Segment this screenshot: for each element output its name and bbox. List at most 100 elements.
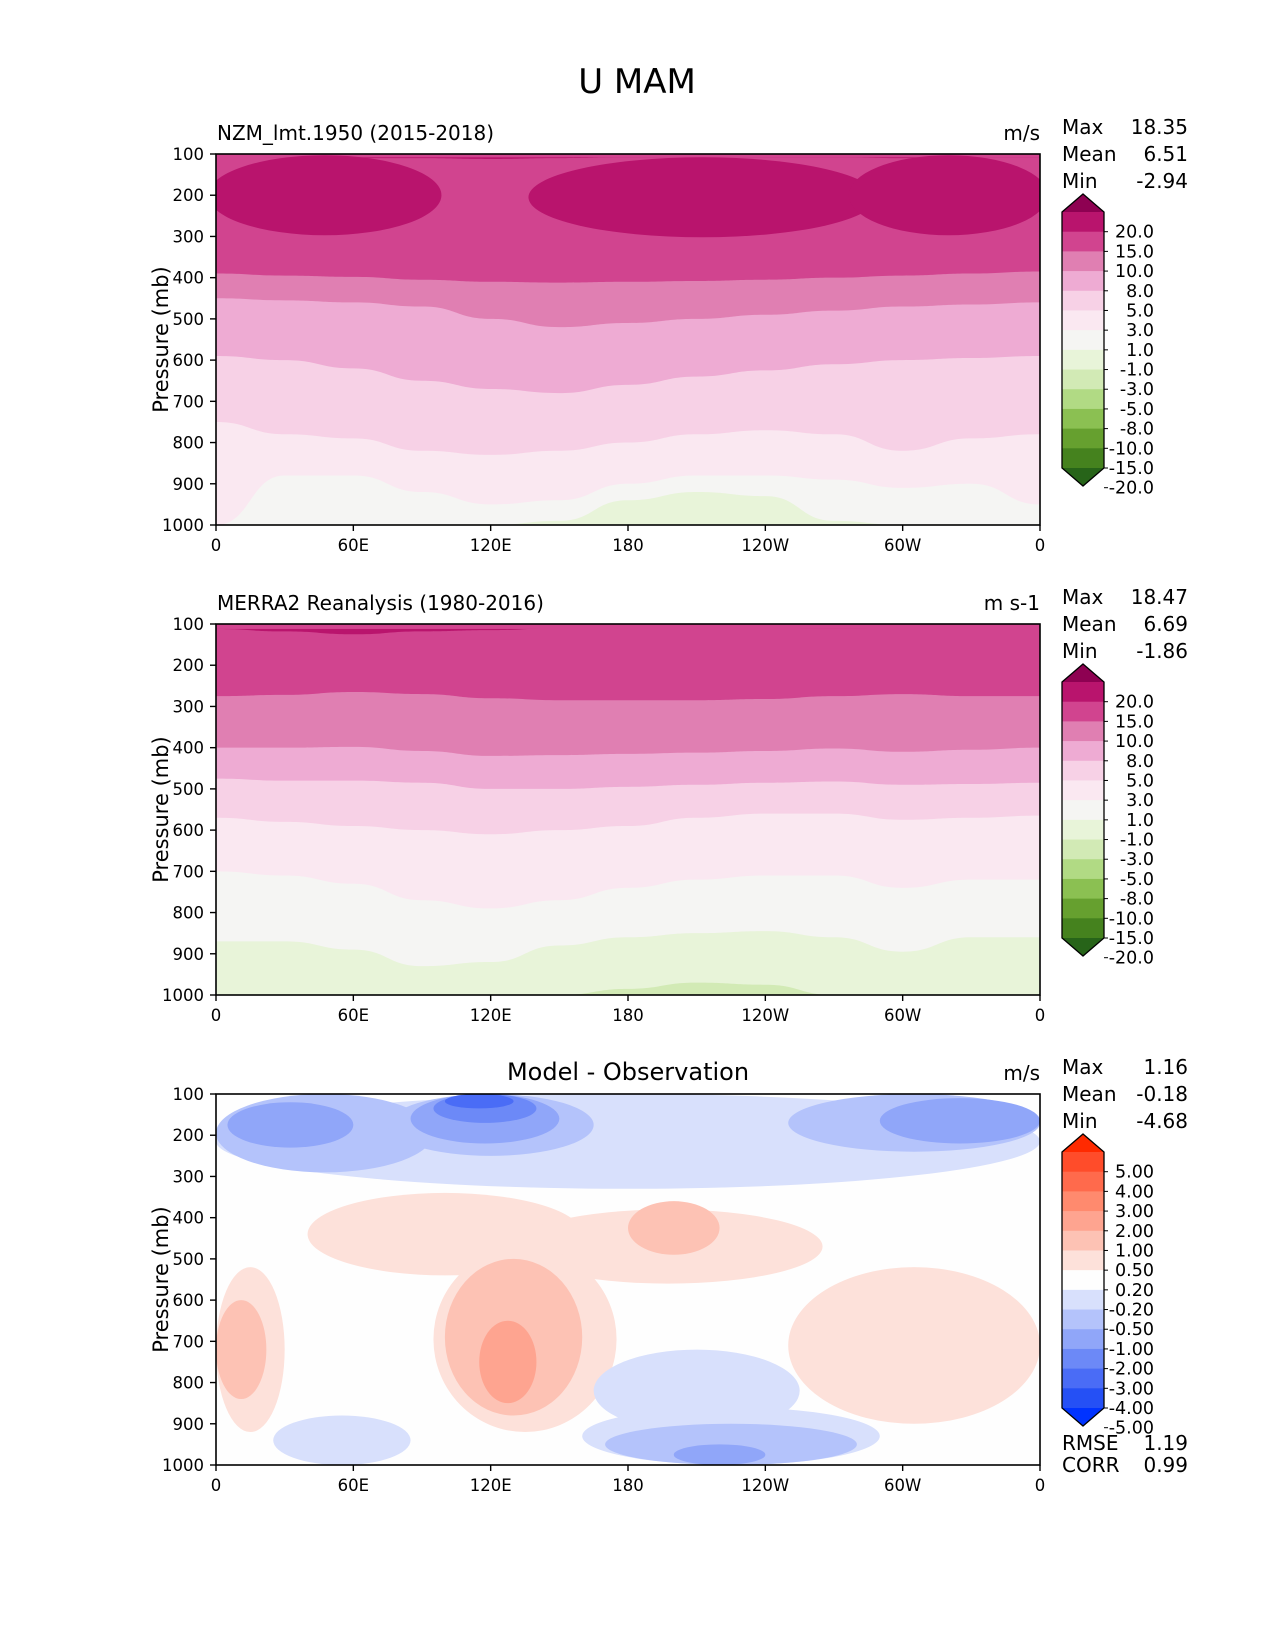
colorbar-tick-label: -4.00 xyxy=(1109,1399,1154,1419)
colorbar-extend-bottom xyxy=(1062,938,1104,956)
y-axis-label: Pressure (mb) xyxy=(149,266,173,413)
contour-band--1 xyxy=(216,931,1040,995)
x-tick-label: 60W xyxy=(884,536,921,555)
colorbar-segment xyxy=(1062,1152,1104,1173)
colorbar-tick-label: -2.00 xyxy=(1109,1360,1154,1380)
y-tick-label: 500 xyxy=(173,310,205,329)
anomaly-contour-7 xyxy=(227,1102,354,1148)
jet-core-1 xyxy=(528,157,877,238)
jet-core-0 xyxy=(216,155,442,236)
colorbar-segment xyxy=(1062,898,1104,919)
colorbar-segment xyxy=(1062,349,1104,371)
colorbar-segment xyxy=(1062,1171,1104,1192)
x-tick-label: 120W xyxy=(741,536,789,555)
anomaly-contour-15 xyxy=(628,1201,720,1255)
colorbar-tick-label: -1.00 xyxy=(1109,1340,1154,1360)
contour-band--3 xyxy=(216,982,1040,995)
units-label: m s-1 xyxy=(984,591,1040,615)
colorbar-tick-label: -1.0 xyxy=(1120,831,1154,851)
x-tick-label: 120E xyxy=(470,1476,512,1495)
y-tick-label: 1000 xyxy=(162,516,204,535)
y-axis-label: Pressure (mb) xyxy=(149,736,173,883)
colorbar-segment xyxy=(1062,310,1104,331)
colorbar-segment xyxy=(1062,1191,1104,1212)
y-tick-label: 700 xyxy=(173,1332,205,1351)
colorbar-segment xyxy=(1062,231,1104,252)
colorbar-segment xyxy=(1062,1289,1104,1311)
y-tick-label: 800 xyxy=(173,904,205,923)
panel-test: 100 200 300 400 500 600 700 800 900 1000 0 60E 120E 1… xyxy=(149,115,1188,555)
x-tick-label: 60W xyxy=(884,1476,921,1495)
colorbar-segment xyxy=(1062,448,1104,469)
stat-value-mean: -0.18 xyxy=(1136,1082,1188,1106)
y-tick-label: 500 xyxy=(173,780,205,799)
anomaly-contour-17 xyxy=(479,1320,537,1404)
stat-value-min: -2.94 xyxy=(1136,169,1188,193)
x-tick-label: 180 xyxy=(612,1476,644,1495)
colorbar-segment xyxy=(1062,741,1104,762)
y-tick-label: 300 xyxy=(173,697,205,716)
colorbar-segment xyxy=(1062,1329,1104,1350)
units-label: m/s xyxy=(1003,1061,1040,1085)
anomaly-contour-22 xyxy=(273,1415,411,1465)
colorbar-tick-label: -5.00 xyxy=(1109,1419,1154,1439)
colorbar-segment xyxy=(1062,1250,1104,1271)
y-tick-label: 700 xyxy=(173,862,205,881)
contour-band-1 xyxy=(216,475,1040,525)
colorbar-segment xyxy=(1062,918,1104,939)
colorbar-segment xyxy=(1062,760,1104,781)
anomaly-contour-6 xyxy=(444,1094,514,1109)
colorbar-tick-label: -0.50 xyxy=(1109,1320,1154,1340)
x-tick-label: 120W xyxy=(741,1476,789,1495)
colorbar-tick-label: -20.0 xyxy=(1109,949,1154,969)
colorbar-tick-label: -15.0 xyxy=(1109,459,1154,479)
colorbar-tick-label: -3.0 xyxy=(1120,850,1154,870)
y-tick-label: 900 xyxy=(173,1415,205,1434)
x-tick-label: 0 xyxy=(1035,1006,1046,1025)
colorbar-segment xyxy=(1062,251,1104,272)
colorbar-tick-label: -3.00 xyxy=(1109,1379,1154,1399)
x-tick-label: 180 xyxy=(612,1006,644,1025)
panel-reference: 100 200 300 400 500 600 700 800 900 1000 0 60E 120E 1… xyxy=(149,585,1188,1025)
colorbar-tick-label: -10.0 xyxy=(1109,909,1154,929)
colorbar-segment xyxy=(1062,1368,1104,1389)
y-tick-label: 600 xyxy=(173,821,205,840)
anomaly-contour-8 xyxy=(879,1098,1040,1144)
colorbar-segment xyxy=(1062,271,1104,292)
stat-label-mean: Mean xyxy=(1062,612,1117,636)
colorbar-tick-label: -5.0 xyxy=(1120,400,1154,420)
colorbar-tick-label: 20.0 xyxy=(1115,693,1154,713)
stat-value-mean: 6.69 xyxy=(1143,612,1188,636)
colorbar-segment xyxy=(1062,701,1104,722)
colorbar-tick-label: -3.0 xyxy=(1120,380,1154,400)
plot-area xyxy=(216,1094,1040,1465)
metric-value-rmse: 1.19 xyxy=(1143,1431,1188,1455)
panel-title: NZM_lmt.1950 (2015-2018) xyxy=(217,121,494,145)
stat-value-mean: 6.51 xyxy=(1143,142,1188,166)
stat-label-max: Max xyxy=(1062,115,1104,139)
colorbar-extend-top xyxy=(1062,194,1104,212)
colorbar-segment xyxy=(1062,389,1104,410)
colorbar-tick-label: 8.0 xyxy=(1126,752,1154,772)
colorbar-segment xyxy=(1062,819,1104,841)
anomaly-contour-21 xyxy=(673,1444,766,1465)
colorbar-tick-label: 0.50 xyxy=(1115,1261,1154,1281)
colorbar-segment xyxy=(1062,428,1104,449)
anomaly-contour-13 xyxy=(788,1267,1040,1424)
x-tick-label: 60E xyxy=(338,1476,369,1495)
colorbar-tick-label: 8.0 xyxy=(1126,282,1154,302)
stat-label-min: Min xyxy=(1062,1109,1098,1133)
y-tick-label: 700 xyxy=(173,392,205,411)
stat-label-mean: Mean xyxy=(1062,1082,1117,1106)
colorbar-tick-label: 3.0 xyxy=(1126,321,1154,341)
x-tick-label: 180 xyxy=(612,536,644,555)
colorbar-tick-label: 1.00 xyxy=(1115,1241,1154,1261)
colorbar-segment xyxy=(1062,1230,1104,1251)
colorbar-segment xyxy=(1062,780,1104,801)
colorbar-tick-label: 2.00 xyxy=(1115,1222,1154,1242)
y-tick-label: 400 xyxy=(173,739,205,758)
colorbar-tick-label: 5.00 xyxy=(1115,1163,1154,1183)
plot-area xyxy=(216,154,1040,525)
colorbar-tick-label: -0.20 xyxy=(1109,1301,1154,1321)
